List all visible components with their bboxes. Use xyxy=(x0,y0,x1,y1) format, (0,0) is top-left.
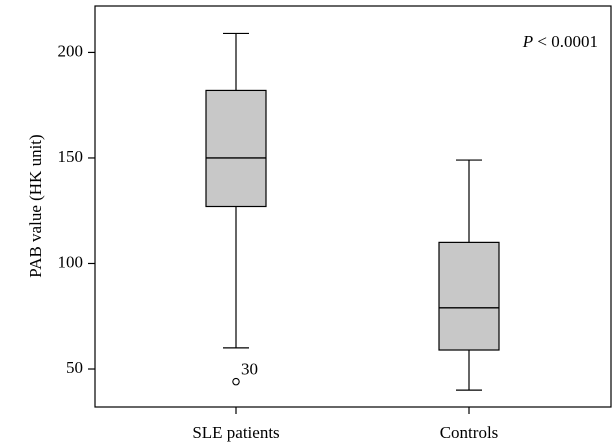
x-tick-label-sle-patients: SLE patients xyxy=(192,423,279,442)
box-controls xyxy=(438,159,500,391)
outlier-point-sle-patients-0 xyxy=(232,377,240,386)
y-axis-title: PAB value (HK unit) xyxy=(26,134,45,277)
x-tick-label-controls: Controls xyxy=(440,423,499,442)
p-value-annotation: P < 0.0001 xyxy=(522,32,598,51)
y-axis-ticks: 50 100 150 200 xyxy=(58,41,95,377)
boxes-group: 30 xyxy=(205,32,500,391)
box-sle-patients: 30 xyxy=(205,32,267,386)
y-tick-label-100: 100 xyxy=(58,252,84,271)
y-tick-label-200: 200 xyxy=(58,41,84,60)
x-axis-ticks: SLE patients Controls xyxy=(192,407,498,442)
iqr-box-controls xyxy=(438,241,500,351)
p-value-italic: P xyxy=(522,32,533,51)
y-tick-label-150: 150 xyxy=(58,147,84,166)
y-tick-label-50: 50 xyxy=(66,358,83,377)
outlier-label-sle-patients-0: 30 xyxy=(241,360,258,379)
plot-frame xyxy=(94,5,612,408)
iqr-box-sle-patients xyxy=(205,89,267,208)
p-value-rest: < 0.0001 xyxy=(533,32,598,51)
